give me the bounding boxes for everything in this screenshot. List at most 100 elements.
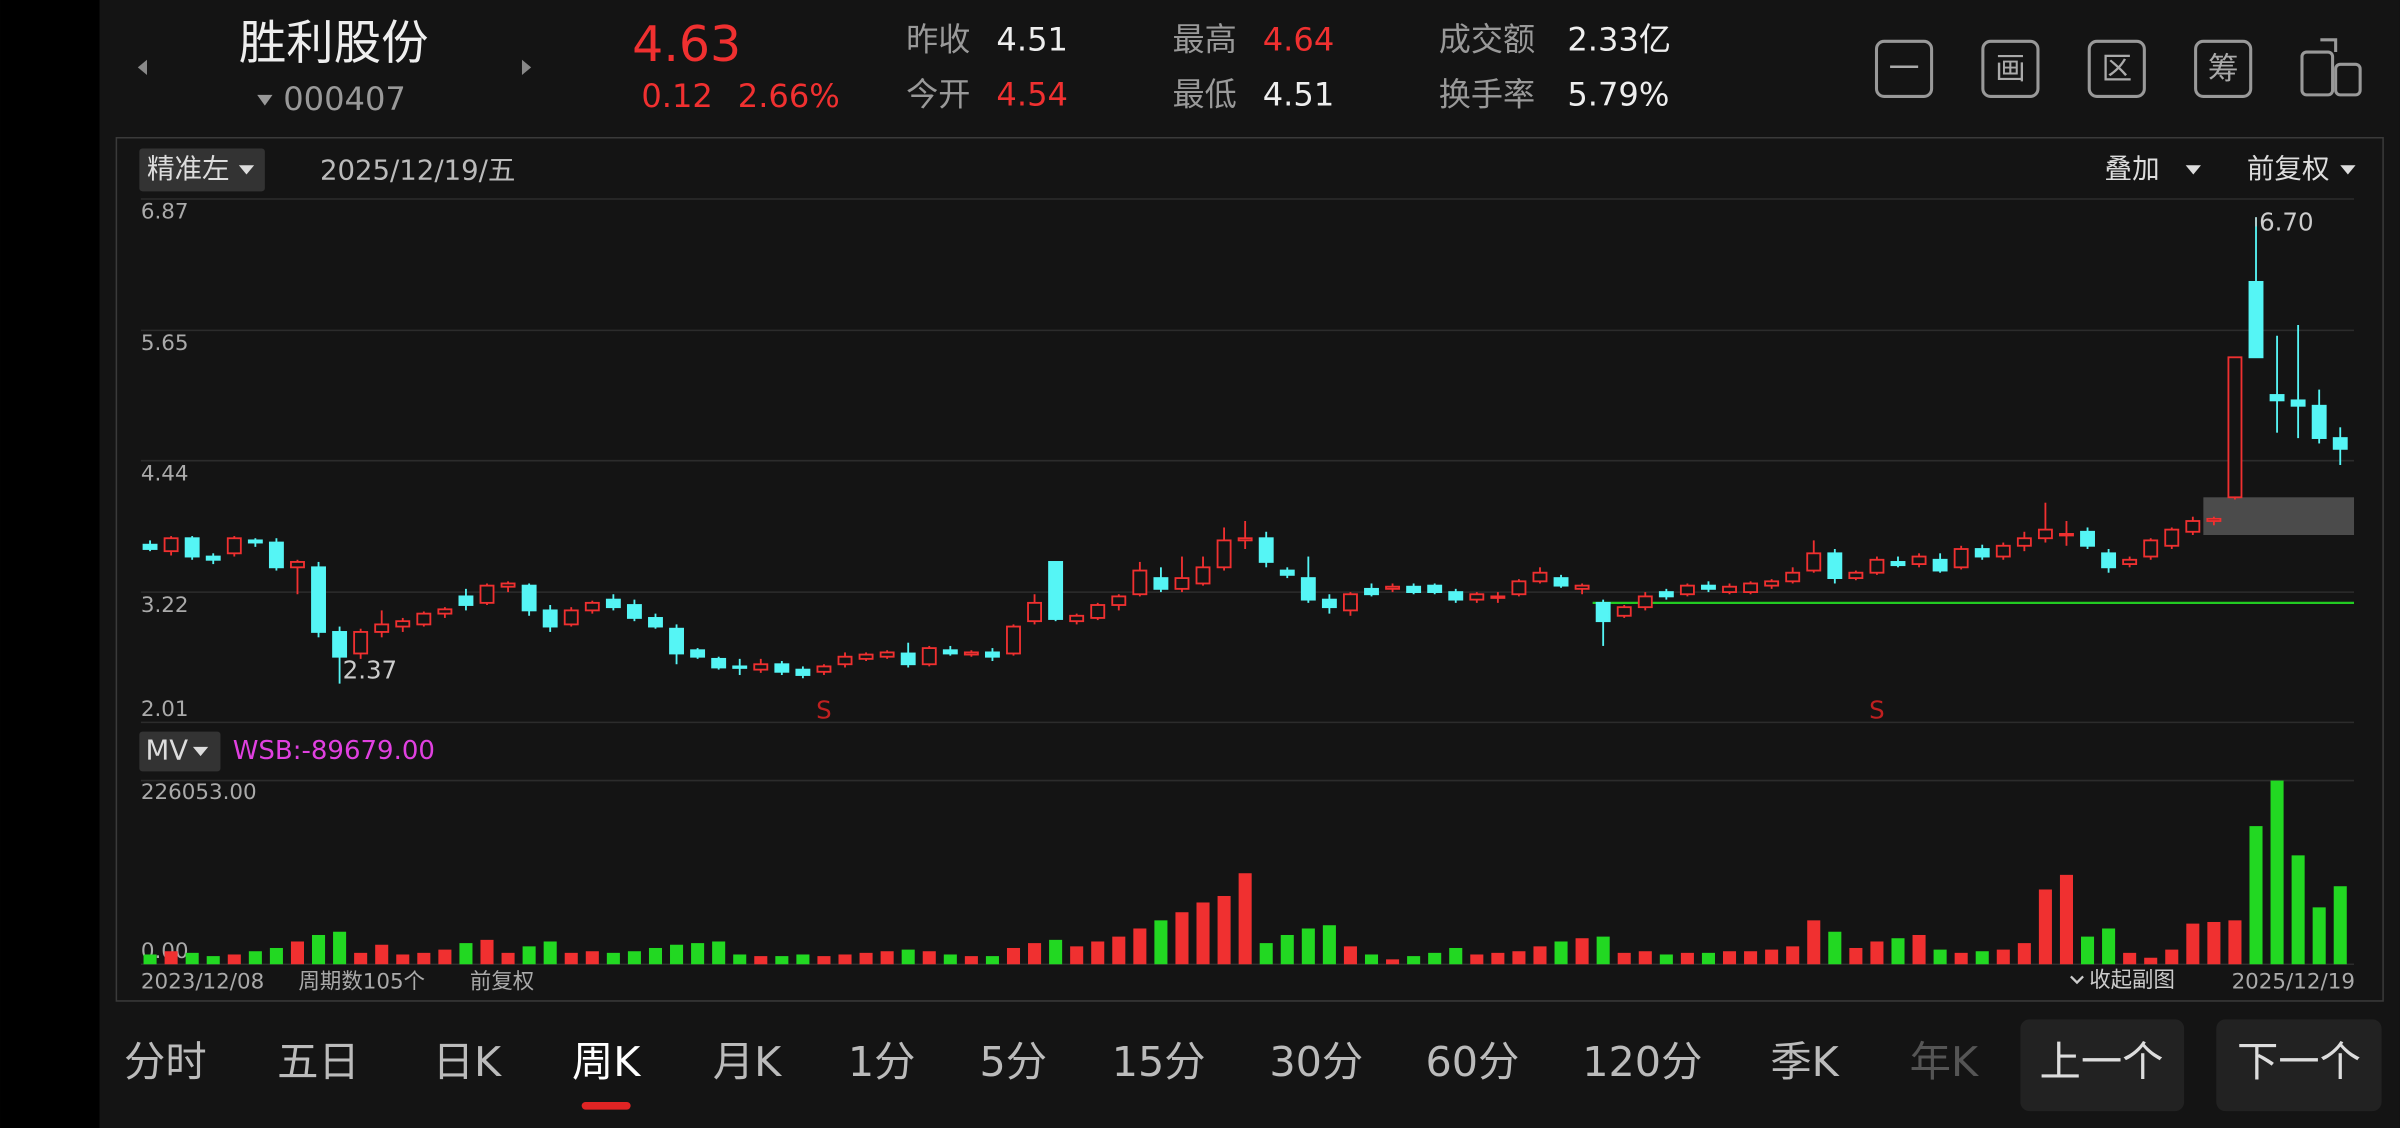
tab[interactable]: 60分	[1425, 1038, 1519, 1086]
candle-body	[837, 655, 853, 666]
next-stock-arrow[interactable]	[521, 59, 532, 75]
change-pct: 2.66%	[738, 77, 840, 115]
candle-body	[1216, 539, 1232, 569]
volume-bar	[1849, 947, 1863, 965]
candle-body	[226, 537, 242, 555]
volume-bar	[248, 951, 262, 965]
volume-bar	[1343, 946, 1357, 965]
signal-marker: S	[1869, 696, 1885, 725]
y-tick-label: 2.01	[141, 697, 189, 722]
candle-body	[669, 627, 684, 655]
prev-stock-arrow[interactable]	[137, 59, 147, 75]
volume-bar	[375, 944, 389, 965]
tab[interactable]: 月K	[713, 1038, 782, 1086]
volume-bar	[1470, 954, 1484, 965]
candle-body	[1427, 584, 1443, 594]
tab[interactable]: 15分	[1112, 1038, 1206, 1086]
volume-bar	[1575, 938, 1589, 965]
candle-body	[1258, 537, 1274, 563]
volume-bar	[2249, 826, 2263, 965]
tab[interactable]: 30分	[1269, 1038, 1363, 1086]
candle-body	[2101, 552, 2117, 569]
tool-button[interactable]	[2194, 39, 2253, 98]
mode-dropdown	[238, 165, 255, 175]
tool-label: 一	[1889, 52, 1920, 87]
volume-bar	[1617, 952, 1631, 965]
candle-body	[458, 595, 474, 606]
candle-body	[1385, 585, 1401, 590]
candle-body	[1574, 584, 1590, 590]
overlay-button[interactable]: 叠加	[2105, 153, 2160, 185]
mode-button[interactable]	[139, 148, 265, 192]
volume-bar	[1870, 941, 1884, 965]
end-date: 2025/12/19	[2232, 970, 2355, 995]
volume-bar	[585, 951, 599, 965]
candle-body	[1932, 558, 1948, 572]
tab[interactable]: 1分	[848, 1038, 916, 1086]
volume-bar	[2186, 923, 2200, 965]
tab[interactable]: 5分	[979, 1038, 1047, 1086]
volume-bar	[1217, 895, 1231, 965]
volume-bar	[2207, 921, 2221, 965]
candle-body	[374, 623, 390, 633]
candle-body	[542, 609, 558, 628]
indicator-dropdown	[192, 746, 209, 757]
tool-button[interactable]	[1874, 39, 1934, 98]
indicator-button[interactable]	[139, 731, 221, 772]
tab[interactable]: 日K	[433, 1038, 502, 1086]
tab[interactable]: 周K	[572, 1038, 641, 1086]
adjust-button[interactable]: 前复权	[2247, 153, 2330, 185]
collapse-button[interactable]: 收起副图	[2089, 968, 2175, 993]
candle-body	[1637, 595, 1653, 609]
candle-body	[2122, 558, 2138, 566]
phone-icon[interactable]	[2300, 38, 2362, 97]
tool-button[interactable]	[2087, 39, 2146, 98]
volume-bar	[1196, 902, 1210, 965]
volume-bar	[2228, 920, 2242, 965]
tab[interactable]: 120分	[1582, 1038, 1702, 1086]
next-button[interactable]	[2216, 1019, 2382, 1112]
cursor-date: 2025/12/19/五	[320, 154, 516, 186]
candle-body	[563, 609, 579, 626]
candle-body	[1911, 555, 1927, 566]
volume-bar	[143, 954, 157, 965]
candle-body	[1069, 614, 1085, 623]
stat-value: 4.51	[1263, 75, 1335, 113]
tab[interactable]: 五日	[277, 1038, 360, 1086]
mode-label: 精准左	[147, 153, 230, 185]
stock-code: 000407	[283, 80, 406, 118]
volume-bar	[269, 947, 283, 965]
candle-body	[1343, 593, 1358, 612]
stat-label: 最低	[1172, 75, 1236, 113]
candle-body	[311, 566, 326, 633]
volume-bar	[1322, 925, 1336, 965]
prev-button[interactable]	[2020, 1019, 2185, 1112]
volume-bar	[1891, 938, 1905, 965]
tab[interactable]: 年K	[1910, 1038, 1979, 1086]
candle-body	[2227, 356, 2243, 499]
stat-label: 昨收	[906, 20, 970, 58]
candle-body	[1469, 593, 1485, 601]
candle-body	[1869, 558, 1885, 574]
candle-body	[1237, 537, 1253, 542]
candle-body	[1532, 571, 1548, 583]
tab[interactable]: 季K	[1770, 1038, 1839, 1086]
candle-body	[1048, 561, 1064, 620]
candle-body	[142, 543, 158, 550]
volume-bar	[712, 941, 726, 965]
candle-body	[268, 541, 284, 569]
adjust-dropdown	[2340, 165, 2356, 175]
volume-bar	[1744, 951, 1758, 965]
volume-bar	[543, 941, 557, 965]
tab[interactable]: 分时	[124, 1038, 207, 1086]
volume-bar	[2123, 952, 2137, 965]
high-label: 6.70	[2259, 207, 2313, 236]
tool-button[interactable]	[1981, 39, 2040, 98]
volume-bar	[1596, 936, 1610, 965]
stat-label: 今开	[906, 75, 970, 113]
y-tick-label: 3.22	[141, 593, 189, 618]
candle-body	[205, 555, 221, 561]
code-dropdown[interactable]	[257, 94, 273, 106]
candle-body	[1722, 585, 1737, 594]
candle-body	[1279, 569, 1295, 576]
